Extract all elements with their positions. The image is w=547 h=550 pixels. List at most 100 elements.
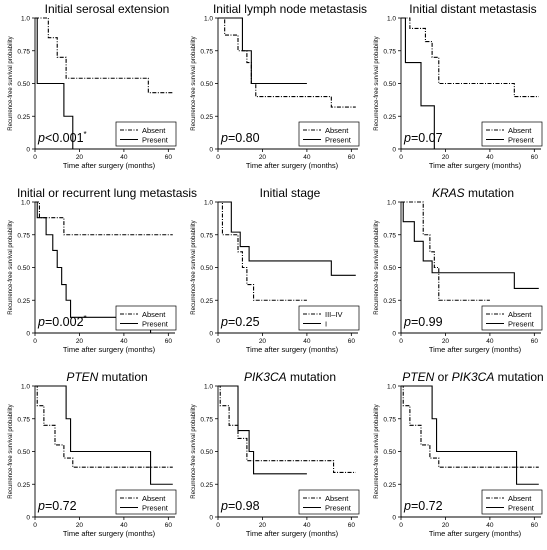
series-line-dashdot <box>218 201 307 301</box>
x-tick-label: 60 <box>531 154 539 161</box>
y-axis-label: Recurrence-free survival probability <box>374 36 380 130</box>
x-tick-label: 40 <box>120 522 128 529</box>
series-line-solid <box>218 17 307 85</box>
x-tick-label: 40 <box>303 338 311 345</box>
legend-label: Absent <box>325 126 349 135</box>
p-value-label: p=0.80 <box>220 131 260 145</box>
y-axis-label: Recurrence-free survival probability <box>374 220 380 314</box>
series-line-dashdot <box>218 385 356 474</box>
p-value-label: p=0.002* <box>37 314 87 329</box>
p-symbol: p <box>403 315 411 329</box>
series-line-dashdot <box>401 385 539 468</box>
series-line-dashdot <box>35 385 173 468</box>
x-tick-label: 60 <box>165 522 173 529</box>
series-line-solid <box>35 201 152 333</box>
y-axis-label: Recurrence-free survival probability <box>191 220 197 314</box>
legend-label: Present <box>325 135 352 144</box>
x-tick-label: 0 <box>33 154 37 161</box>
y-tick-label: 0.25 <box>200 114 213 121</box>
km-panel: Initial stage 0 0.25 0.50 0.75 1.0 0 20 40 60 Time… <box>191 186 360 354</box>
p-value-label: p=0.72 <box>37 499 77 513</box>
y-tick-label: 0.75 <box>383 416 396 423</box>
km-panel: PIK3CA mutation 0 0.25 0.50 0.75 1.0 0 20 40 60 Ti… <box>191 370 360 538</box>
legend-label: I <box>325 319 327 328</box>
x-tick-label: 0 <box>33 522 37 529</box>
y-tick-label: 0.75 <box>200 416 213 423</box>
y-tick-label: 0.75 <box>383 232 396 239</box>
y-tick-label: 0.75 <box>383 48 396 55</box>
p-value: =0.002 <box>45 315 84 329</box>
km-panel: Initial or recurrent lung metastasis 0 0.2… <box>8 186 197 354</box>
p-value: =0.25 <box>228 315 260 329</box>
y-tick-label: 0.25 <box>17 298 30 305</box>
panel-title-text: mutation <box>465 186 514 200</box>
panel-title: Initial lymph node metastasis <box>213 2 367 16</box>
p-symbol: p <box>37 131 45 145</box>
y-tick-label: 1.0 <box>21 16 30 23</box>
panel-title: PTEN mutation <box>66 370 147 384</box>
p-symbol: p <box>403 499 411 513</box>
series-line-solid <box>35 385 173 485</box>
legend-label: Absent <box>142 494 166 503</box>
y-tick-label: 0.50 <box>200 449 213 456</box>
legend-label: Absent <box>325 494 349 503</box>
x-tick-label: 40 <box>486 338 494 345</box>
y-tick-label: 0.75 <box>17 48 30 55</box>
y-tick-label: 1.0 <box>387 200 396 207</box>
y-axis-label: Recurrence-free survival probability <box>191 36 197 130</box>
x-tick-label: 60 <box>531 338 539 345</box>
y-tick-label: 0.50 <box>383 81 396 88</box>
p-value-label: p=0.25 <box>220 315 260 329</box>
x-tick-label: 0 <box>399 154 403 161</box>
p-value-label: p=0.07 <box>403 131 443 145</box>
legend-label: III–IV <box>325 310 343 319</box>
p-star: * <box>84 130 87 139</box>
y-axis-label: Recurrence-free survival probability <box>191 404 197 498</box>
panel-title-italic: KRAS <box>432 186 465 200</box>
y-axis-label: Recurrence-free survival probability <box>374 404 380 498</box>
x-tick-label: 0 <box>216 522 220 529</box>
y-tick-label: 0 <box>26 331 30 338</box>
panel-title-text: mutation <box>287 370 336 384</box>
legend-label: Present <box>508 135 535 144</box>
y-tick-label: 1.0 <box>204 384 213 391</box>
y-tick-label: 0 <box>26 147 30 154</box>
legend-box <box>115 489 177 515</box>
legend-label: Present <box>325 503 352 512</box>
series-line-dashdot <box>218 17 356 108</box>
p-value: =0.80 <box>228 131 260 145</box>
km-panel: KRAS mutation 0 0.25 0.50 0.75 1.0 0 20 40 60 Time… <box>374 186 543 354</box>
km-panel: PTEN mutation 0 0.25 0.50 0.75 1.0 0 20 40 60 Time… <box>8 370 177 538</box>
y-axis-label: Recurrence-free survival probability <box>8 36 14 130</box>
y-axis-label: Recurrence-free survival probability <box>8 220 14 314</box>
y-tick-label: 0.25 <box>200 482 213 489</box>
x-tick-label: 0 <box>399 338 403 345</box>
x-tick-label: 0 <box>216 154 220 161</box>
y-axis-label: Recurrence-free survival probability <box>8 404 14 498</box>
x-tick-label: 20 <box>259 338 267 345</box>
legend-label: Present <box>508 319 535 328</box>
series-line-dashdot <box>401 201 490 301</box>
legend-label: Absent <box>142 126 166 135</box>
x-tick-label: 40 <box>486 522 494 529</box>
y-tick-label: 0.25 <box>383 482 396 489</box>
p-value: =0.99 <box>411 315 443 329</box>
y-tick-label: 0.25 <box>17 114 30 121</box>
series-line-dashdot <box>35 201 173 236</box>
legend-label: Absent <box>508 494 532 503</box>
legend-label: Present <box>508 503 535 512</box>
series-line-dashdot <box>35 17 173 94</box>
y-tick-label: 0 <box>209 147 213 154</box>
panel-title-text: mutation <box>494 370 543 384</box>
panel-title-italic: PIK3CA <box>452 370 495 384</box>
y-tick-label: 0.75 <box>17 416 30 423</box>
y-tick-label: 0.25 <box>383 298 396 305</box>
p-value-label: p=0.99 <box>403 315 443 329</box>
x-tick-label: 60 <box>531 522 539 529</box>
p-symbol: p <box>403 131 411 145</box>
y-tick-label: 0.25 <box>17 482 30 489</box>
y-tick-label: 0.25 <box>383 114 396 121</box>
x-tick-label: 20 <box>76 338 84 345</box>
panel-title-italic: PTEN <box>66 370 98 384</box>
legend-box <box>481 121 543 147</box>
